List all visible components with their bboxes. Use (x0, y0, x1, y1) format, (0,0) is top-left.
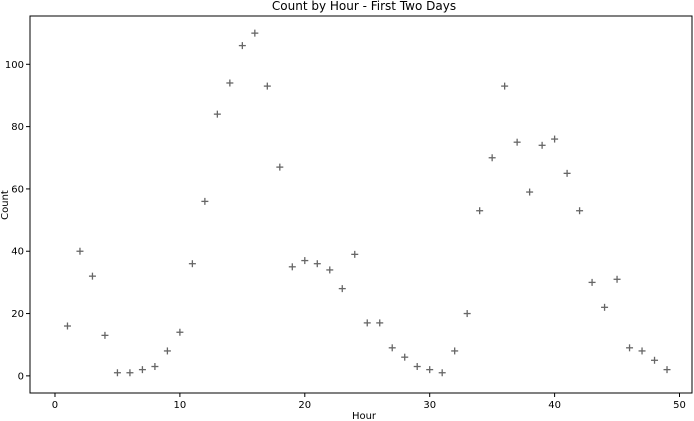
x-tick-label: 40 (548, 400, 561, 411)
data-point (463, 310, 471, 318)
data-point (226, 79, 234, 87)
data-point (376, 319, 384, 327)
data-point (513, 138, 521, 146)
data-point (213, 110, 221, 118)
data-point (163, 347, 171, 355)
data-point (451, 347, 459, 355)
data-point (338, 285, 346, 293)
data-point (663, 366, 671, 374)
data-point (276, 163, 284, 171)
data-point (638, 347, 646, 355)
x-tick-label: 10 (174, 400, 187, 411)
data-point (176, 328, 184, 336)
x-tick-label: 20 (298, 400, 311, 411)
x-tick-label: 30 (423, 400, 436, 411)
data-point (601, 303, 609, 311)
data-point (588, 278, 596, 286)
data-point (488, 154, 496, 162)
data-point (626, 344, 634, 352)
data-point (201, 197, 209, 205)
data-point (113, 369, 121, 377)
data-points (63, 29, 671, 377)
data-point (538, 141, 546, 149)
data-point (651, 356, 659, 364)
y-axis-label: Count (0, 190, 11, 220)
data-point (101, 331, 109, 339)
y-tick-label: 0 (18, 371, 24, 382)
y-tick-label: 80 (11, 122, 24, 133)
data-point (501, 82, 509, 90)
data-point (288, 263, 296, 271)
y-tick-label: 100 (5, 60, 24, 71)
data-point (126, 369, 134, 377)
data-point (151, 363, 159, 371)
data-point (438, 369, 446, 377)
plot-frame (29, 15, 693, 394)
data-point (238, 42, 246, 50)
data-point (326, 266, 334, 274)
data-point (551, 135, 559, 143)
data-point (313, 260, 321, 268)
x-tick-label: 50 (673, 400, 686, 411)
x-tick-label: 0 (52, 400, 58, 411)
data-point (526, 188, 534, 196)
data-point (576, 207, 584, 215)
data-point (251, 29, 259, 37)
data-point (63, 322, 71, 330)
data-point (351, 250, 359, 258)
data-point (388, 344, 396, 352)
x-axis-label: Hour (352, 411, 377, 421)
data-point (263, 82, 271, 90)
data-point (401, 353, 409, 361)
data-point (563, 169, 571, 177)
data-point (76, 247, 84, 255)
data-point (476, 207, 484, 215)
y-tick-label: 20 (11, 309, 24, 320)
data-point (613, 275, 621, 283)
data-point (426, 366, 434, 374)
data-point (413, 363, 421, 371)
y-tick-label: 60 (11, 184, 24, 195)
data-point (363, 319, 371, 327)
x-axis: 0 10 20 30 40 50 (52, 393, 686, 411)
y-tick-label: 40 (11, 247, 24, 258)
data-point (138, 366, 146, 374)
data-point (88, 272, 96, 280)
data-point (301, 257, 309, 265)
data-point (188, 260, 196, 268)
y-axis: 0 20 40 60 80 100 (5, 60, 30, 382)
chart-title: Count by Hour - First Two Days (272, 0, 456, 13)
